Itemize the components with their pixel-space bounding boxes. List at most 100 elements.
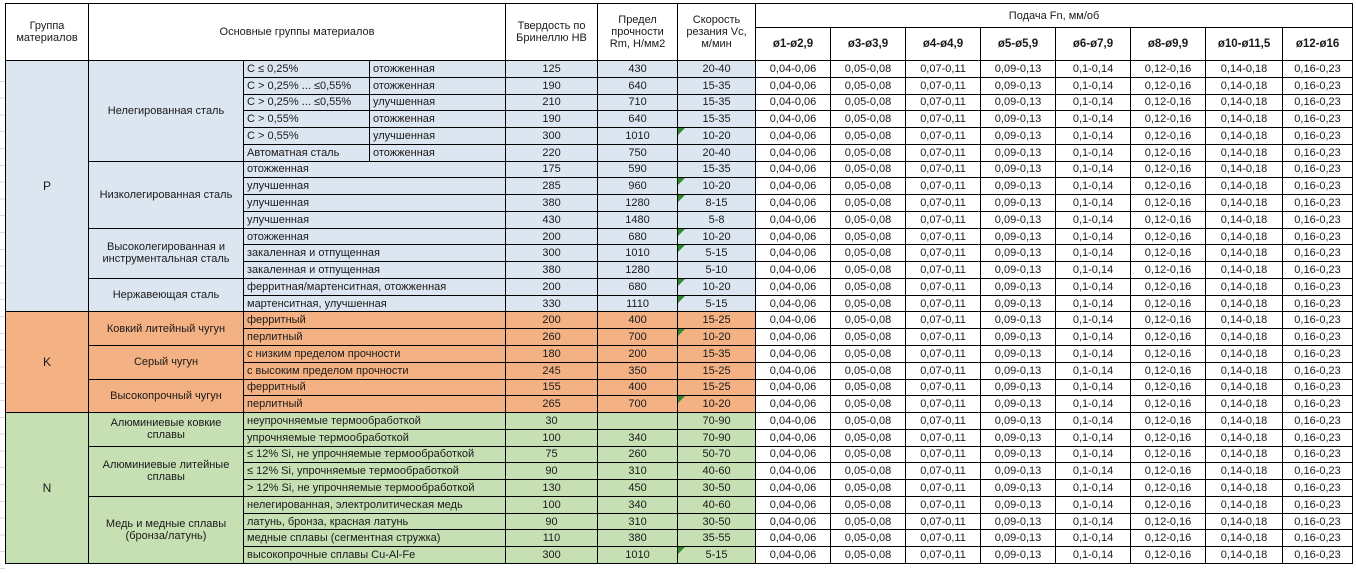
state-cell: улучшенная xyxy=(242,177,507,196)
cutting-speed-cell: 30-50 xyxy=(677,479,757,497)
table-body: P Нелегированная сталь С ≤ 0,25% отожженная… xyxy=(5,59,1354,564)
state-cell: ферритный xyxy=(242,311,507,330)
feed-cell: 0,14-0,18 xyxy=(1205,294,1284,313)
feed-cell: 0,14-0,18 xyxy=(1205,328,1284,347)
feed-cell: 0,07-0,11 xyxy=(905,277,982,296)
hardness-cell: 260 xyxy=(505,328,599,347)
feed-cell: 0,1-0,14 xyxy=(1055,244,1132,263)
strength-cell: 1010 xyxy=(597,546,679,564)
feed-cell: 0,12-0,16 xyxy=(1130,328,1207,347)
feed-cell: 0,09-0,13 xyxy=(980,395,1057,414)
feed-cell: 0,04-0,06 xyxy=(755,143,832,162)
feed-cell: 0,09-0,13 xyxy=(980,412,1057,430)
feed-cell: 0,1-0,14 xyxy=(1055,277,1132,296)
material-subgroup-cell: Медь и медные сплавы (бронза/латунь) xyxy=(88,495,244,564)
feed-cell: 0,09-0,13 xyxy=(980,143,1057,162)
feed-cell: 0,16-0,23 xyxy=(1282,160,1354,179)
feed-cell: 0,16-0,23 xyxy=(1282,462,1354,481)
hardness-cell: 285 xyxy=(505,177,599,196)
feed-cell: 0,07-0,11 xyxy=(905,378,982,397)
feed-cell: 0,14-0,18 xyxy=(1205,110,1284,129)
feed-cell: 0,14-0,18 xyxy=(1205,227,1284,246)
feed-cell: 0,04-0,06 xyxy=(755,529,832,548)
note-marker-icon xyxy=(678,128,686,136)
hardness-cell: 380 xyxy=(505,261,599,279)
cutting-speed-cell: 30-50 xyxy=(677,512,757,531)
material-subgroup-cell: Нелегированная сталь xyxy=(88,60,244,162)
feed-cell: 0,04-0,06 xyxy=(755,445,832,464)
feed-cell: 0,04-0,06 xyxy=(755,378,832,397)
state-cell: упрочняемые термообработкой xyxy=(242,428,507,447)
feed-cell: 0,07-0,11 xyxy=(905,345,982,363)
feed-cell: 0,09-0,13 xyxy=(980,361,1057,380)
cutting-speed-cell: 8-15 xyxy=(677,194,757,212)
feed-cell: 0,09-0,13 xyxy=(980,328,1057,347)
strength-cell: 700 xyxy=(597,328,679,347)
feed-cell: 0,16-0,23 xyxy=(1282,93,1354,112)
feed-cell: 0,12-0,16 xyxy=(1130,395,1207,414)
material-subgroup-cell: Низколегированная сталь xyxy=(88,160,244,229)
feed-cell: 0,14-0,18 xyxy=(1205,529,1284,548)
feed-cell: 0,05-0,08 xyxy=(830,546,907,564)
feed-cell: 0,14-0,18 xyxy=(1205,345,1284,363)
cutting-speed-cell: 5-15 xyxy=(677,244,757,263)
table-row: С > 0,55% улучшенная 300 1010 10-20 0,04-0,06… xyxy=(6,127,1354,145)
sheet-gutter xyxy=(0,65,5,569)
note-marker-icon xyxy=(678,279,686,286)
state-cell: улучшенная xyxy=(368,127,507,145)
feed-cell: 0,14-0,18 xyxy=(1205,512,1284,531)
cutting-speed-cell: 20-40 xyxy=(677,143,757,162)
table-row: Низколегированная сталь отожженная 175 590 1… xyxy=(6,160,1354,229)
feed-cell: 0,05-0,08 xyxy=(830,495,907,514)
feed-cell: 0,07-0,11 xyxy=(905,428,982,447)
feed-cell: 0,12-0,16 xyxy=(1130,412,1207,430)
feed-cell: 0,14-0,18 xyxy=(1205,428,1284,447)
feed-cell: 0,07-0,11 xyxy=(905,462,982,481)
feed-cell: 0,14-0,18 xyxy=(1205,76,1284,95)
state-cell: нелегированная, электролитическая медь xyxy=(242,495,507,514)
feed-cell: 0,14-0,18 xyxy=(1205,361,1284,380)
feed-cell: 0,1-0,14 xyxy=(1055,210,1132,229)
feed-cell: 0,07-0,11 xyxy=(905,194,982,212)
hardness-cell: 245 xyxy=(505,361,599,380)
table-row: перлитный 260 700 10-20 0,04-0,06 0,05-0,08 0,… xyxy=(6,328,1354,347)
feed-cell: 0,1-0,14 xyxy=(1055,395,1132,414)
hardness-cell: 300 xyxy=(505,244,599,263)
feed-cell: 0,04-0,06 xyxy=(755,311,832,330)
feed-cell: 0,04-0,06 xyxy=(755,210,832,229)
feed-cell: 0,1-0,14 xyxy=(1055,479,1132,497)
hardness-cell: 200 xyxy=(505,277,599,296)
feed-cell: 0,04-0,06 xyxy=(755,60,832,78)
feed-cell: 0,07-0,11 xyxy=(905,512,982,531)
cutting-speed-cell: 15-35 xyxy=(677,93,757,112)
note-marker-icon xyxy=(678,178,686,186)
feed-cell: 0,16-0,23 xyxy=(1282,311,1354,330)
feed-cell: 0,16-0,23 xyxy=(1282,143,1354,162)
feed-cell: 0,16-0,23 xyxy=(1282,445,1354,464)
state-cell: отожженная xyxy=(368,143,507,162)
feed-cell: 0,1-0,14 xyxy=(1055,311,1132,330)
feed-cell: 0,04-0,06 xyxy=(755,277,832,296)
cutting-speed-cell: 15-35 xyxy=(677,160,757,179)
feed-cell: 0,05-0,08 xyxy=(830,194,907,212)
feed-cell: 0,1-0,14 xyxy=(1055,261,1132,279)
feed-cell: 0,16-0,23 xyxy=(1282,244,1354,263)
cutting-speed-cell: 15-25 xyxy=(677,378,757,397)
hardness-cell: 330 xyxy=(505,294,599,313)
feed-cell: 0,12-0,16 xyxy=(1130,378,1207,397)
strength-cell: 430 xyxy=(597,60,679,78)
strength-cell: 590 xyxy=(597,160,679,179)
feed-cell: 0,1-0,14 xyxy=(1055,345,1132,363)
table-row: P Нелегированная сталь С ≤ 0,25% отожженная… xyxy=(5,59,1354,313)
header-feed-diameter: ø4-ø4,9 xyxy=(905,27,982,61)
feed-cell: 0,09-0,13 xyxy=(980,479,1057,497)
feed-cell: 0,16-0,23 xyxy=(1282,110,1354,129)
feed-cell: 0,07-0,11 xyxy=(905,311,982,330)
table-row: Нержавеющая сталь ферритная/мартенситная,… xyxy=(6,277,1354,313)
header-feed-diameter: ø3-ø3,9 xyxy=(830,27,907,61)
feed-cell: 0,04-0,06 xyxy=(755,345,832,363)
feed-cell: 0,05-0,08 xyxy=(830,311,907,330)
feed-cell: 0,05-0,08 xyxy=(830,93,907,112)
feed-cell: 0,14-0,18 xyxy=(1205,378,1284,397)
feed-cell: 0,07-0,11 xyxy=(905,110,982,129)
